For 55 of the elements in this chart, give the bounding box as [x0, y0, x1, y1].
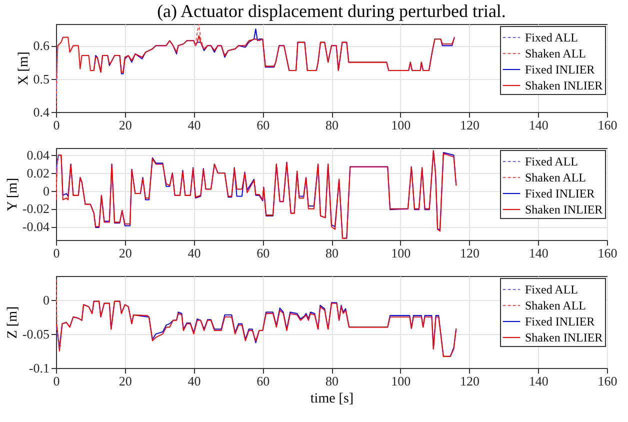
- legend-label: Shaken INLIER: [525, 202, 603, 216]
- legend-label: Fixed INLIER: [525, 186, 595, 200]
- y-tick-label: 0.6: [33, 38, 50, 54]
- x-tick-label: 0: [53, 246, 60, 260]
- x-tick-label: 120: [460, 374, 480, 388]
- y-tick-label: 0.4: [33, 104, 50, 120]
- x-tick-label: 80: [326, 246, 338, 260]
- x-tick-label: 40: [188, 246, 201, 260]
- x-tick-label: 160: [598, 246, 618, 260]
- y-tick-label: -0.05: [22, 326, 50, 342]
- x-tick-label: 60: [256, 246, 270, 260]
- x-tick-label: 40: [188, 374, 201, 388]
- x-tick-label: 140: [528, 374, 548, 388]
- x-tick-label: 60: [256, 374, 270, 388]
- y-tick-label: 0.04: [26, 148, 50, 163]
- x-axis-title: time [s]: [310, 392, 354, 406]
- x-tick-label: 140: [528, 246, 548, 260]
- x-tick-label: 20: [118, 118, 132, 132]
- y-axis-title: Y [m]: [5, 178, 20, 212]
- x-tick-label: 100: [391, 374, 411, 388]
- legend-label: Shaken INLIER: [525, 78, 603, 92]
- y-tick-label: -0.1: [28, 360, 50, 376]
- y-axis-title: X [m]: [16, 52, 32, 86]
- y-tick-label: 0: [43, 183, 50, 198]
- x-tick-label: 160: [598, 374, 618, 388]
- legend-label: Shaken ALL: [525, 298, 586, 312]
- y-tick-label: 0: [43, 292, 50, 308]
- x-tick-label: 120: [460, 246, 480, 260]
- y-tick-label: 0.02: [26, 166, 50, 181]
- x-tick-label: 0: [53, 374, 60, 388]
- legend-label: Fixed ALL: [525, 282, 578, 296]
- x-tick-label: 120: [460, 118, 480, 132]
- chart-title: (a) Actuator displacement during perturbed trial.: [157, 1, 506, 21]
- legend-label: Fixed INLIER: [525, 314, 595, 328]
- x-tick-label: 80: [326, 374, 338, 388]
- y-tick-label: -0.04: [22, 219, 50, 234]
- x-tick-label: 0: [53, 118, 60, 132]
- x-tick-label: 60: [256, 118, 270, 132]
- x-tick-label: 20: [118, 374, 132, 388]
- x-tick-label: 20: [118, 246, 132, 260]
- legend-label: Fixed INLIER: [525, 62, 595, 76]
- legend-label: Shaken INLIER: [525, 330, 603, 344]
- x-tick-label: 100: [391, 246, 411, 260]
- legend-label: Shaken ALL: [525, 170, 586, 184]
- legend-label: Shaken ALL: [525, 46, 586, 60]
- x-tick-label: 100: [391, 118, 411, 132]
- x-tick-label: 160: [598, 118, 618, 132]
- y-axis-title: Z [m]: [5, 306, 20, 339]
- legend-label: Fixed ALL: [525, 30, 578, 44]
- y-tick-label: -0.02: [22, 201, 50, 216]
- x-tick-label: 80: [326, 118, 338, 132]
- x-tick-label: 140: [528, 118, 548, 132]
- x-tick-label: 40: [188, 118, 201, 132]
- legend-label: Fixed ALL: [525, 154, 578, 168]
- y-tick-label: 0.5: [33, 71, 50, 86]
